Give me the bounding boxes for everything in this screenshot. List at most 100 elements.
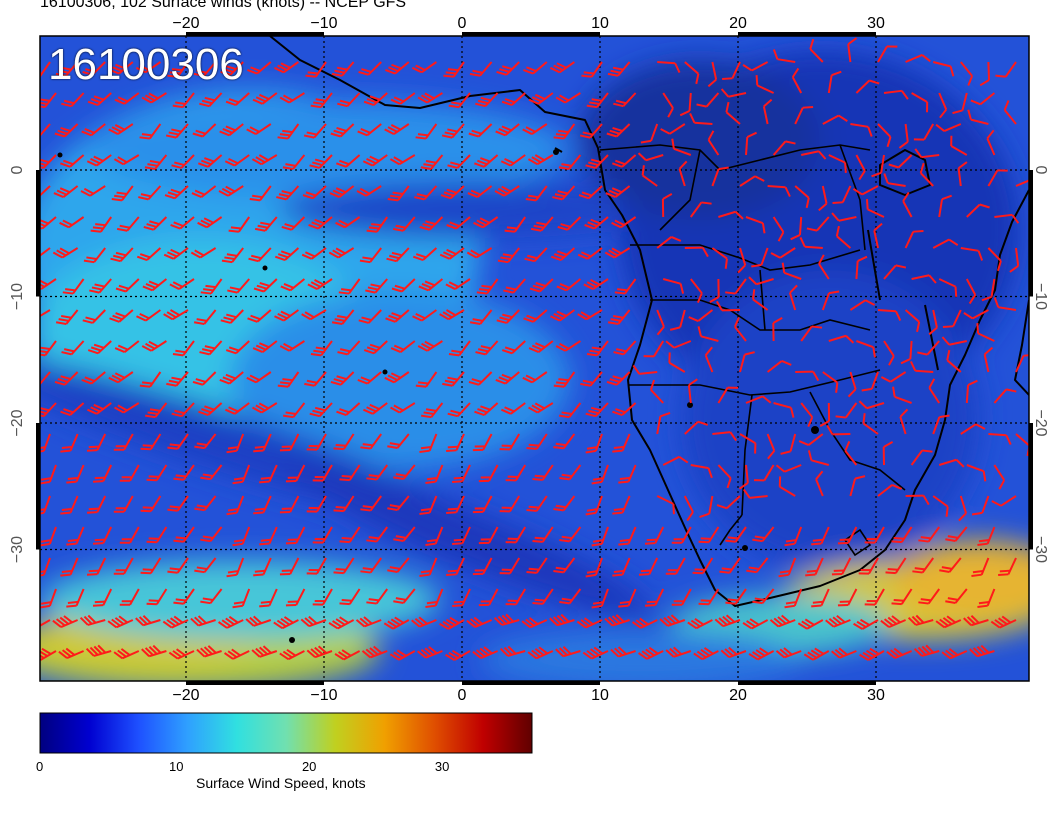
wind-barb <box>360 495 383 512</box>
wind-barb <box>883 173 906 187</box>
wind-barb <box>60 402 85 416</box>
wind-barb <box>604 614 630 627</box>
wind-barb <box>632 364 658 375</box>
latitude-tick-label: −30 <box>9 536 26 563</box>
wind-barb <box>690 464 713 479</box>
wind-barb <box>579 123 603 139</box>
wind-barb <box>698 588 720 606</box>
wind-barb <box>425 588 444 608</box>
wind-barb <box>466 616 492 628</box>
wind-barb <box>618 588 637 608</box>
wind-barb <box>279 92 305 104</box>
wind-barb <box>898 123 909 149</box>
wind-barb <box>780 433 797 455</box>
wind-barb <box>704 346 714 373</box>
wind-barb <box>339 526 361 544</box>
wind-barb <box>478 588 499 607</box>
wind-barb <box>794 105 814 125</box>
wind-barb <box>232 464 251 485</box>
wind-barb <box>960 61 974 86</box>
wind-barb <box>660 123 686 135</box>
wind-barb <box>274 247 300 261</box>
wind-barb <box>163 247 189 260</box>
wind-barb <box>1003 100 1017 125</box>
wind-barb <box>877 123 892 148</box>
wind-barb <box>274 309 299 322</box>
wind-barb <box>717 464 732 489</box>
wind-barb <box>555 646 581 658</box>
wind-barb <box>172 340 195 357</box>
wind-barb <box>253 495 272 515</box>
wind-barb <box>285 526 306 545</box>
wind-barb <box>911 92 929 113</box>
wind-barb <box>656 411 671 435</box>
wind-barb <box>301 309 327 321</box>
wind-barb <box>192 123 217 138</box>
border-bar-top <box>738 32 876 36</box>
wind-barb <box>900 340 913 365</box>
wind-barb <box>447 402 471 418</box>
wind-barb <box>904 309 921 333</box>
wind-barb <box>393 588 416 604</box>
wind-barb <box>245 615 272 627</box>
wind-barb <box>523 61 548 75</box>
wind-barb <box>612 433 631 453</box>
wind-barb <box>166 371 189 387</box>
wind-barb <box>585 154 609 169</box>
wind-barb <box>847 37 858 63</box>
wind-barb <box>725 278 747 295</box>
wind-barb <box>191 185 217 199</box>
wind-barb <box>524 247 548 263</box>
wind-barb <box>52 615 78 628</box>
wind-barb <box>417 340 443 352</box>
wind-barb <box>499 433 521 451</box>
wind-barb <box>797 618 824 630</box>
wind-barb <box>475 92 499 108</box>
wind-barb <box>725 588 747 605</box>
wind-barb <box>853 618 879 630</box>
wind-barb <box>193 61 217 77</box>
wind-barb <box>387 557 410 573</box>
wind-barb <box>976 323 995 342</box>
wind-barb <box>689 201 712 218</box>
wind-barb <box>411 616 437 628</box>
wind-barb <box>360 433 383 450</box>
wind-barb <box>528 92 554 105</box>
wind-barb <box>356 185 382 197</box>
wind-barb <box>967 109 989 125</box>
wind-barb <box>862 413 879 435</box>
colorbar-tick-label: 0 <box>36 759 44 774</box>
wind-barb <box>794 185 810 209</box>
wind-barb <box>442 371 465 387</box>
wind-barb <box>998 557 1017 577</box>
wind-barb <box>358 61 382 76</box>
wind-barb <box>778 557 797 578</box>
wind-barb <box>983 346 994 373</box>
wind-barb <box>448 92 471 109</box>
wind-barb <box>472 646 498 659</box>
wind-barb <box>475 340 499 356</box>
wind-barb <box>904 229 924 249</box>
colorbar-title: Surface Wind Speed, knots <box>196 775 366 791</box>
wind-barb <box>301 247 327 260</box>
wind-barb <box>142 278 168 292</box>
wind-barb <box>384 371 410 384</box>
wind-barb <box>114 92 140 105</box>
wind-barb <box>330 371 355 386</box>
wind-barb <box>583 278 609 290</box>
wind-barb <box>800 150 827 160</box>
wind-barb <box>306 433 327 451</box>
wind-barb <box>938 278 958 297</box>
wind-barb <box>119 464 140 482</box>
wind-barb <box>707 61 718 88</box>
wind-barb <box>339 588 361 606</box>
wind-barb <box>873 222 883 249</box>
wind-barb <box>366 464 389 481</box>
wind-barb <box>928 378 941 404</box>
wind-barb <box>305 61 327 78</box>
wind-barb <box>815 470 824 497</box>
wind-barb <box>366 526 389 543</box>
wind-barb <box>59 216 85 229</box>
wind-barb <box>766 359 792 373</box>
wind-barb <box>40 618 51 630</box>
